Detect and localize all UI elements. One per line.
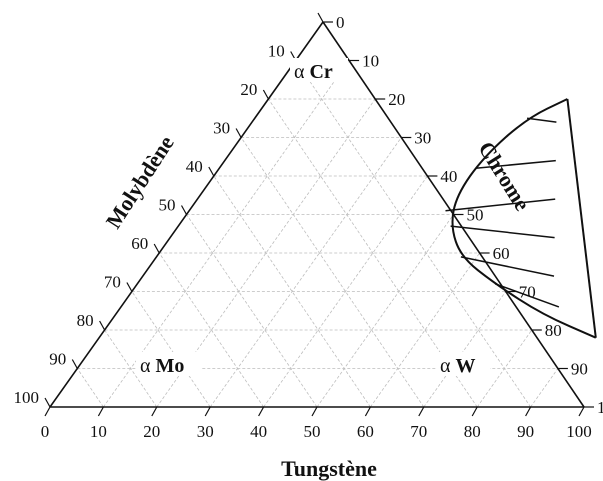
bottom-tick-label: 90 (517, 422, 534, 441)
bottom-tick-label: 50 (304, 422, 321, 441)
tie-line (527, 117, 557, 123)
left-tick-mark (262, 89, 269, 100)
miscibility-gap-outer-boundary (566, 98, 597, 338)
grid-line-molybdenum (131, 291, 211, 408)
phase-label-alpha-cr: α Cr (290, 58, 348, 83)
left-tick-mark (44, 397, 51, 408)
grid-line-molybdenum (213, 175, 371, 408)
left-tick-mark (208, 166, 215, 177)
right-tick-label: 30 (414, 129, 431, 148)
tie-line (460, 256, 555, 277)
grid-line-molybdenum (295, 60, 531, 408)
miscibility-gap-boundary (451, 98, 597, 339)
bottom-tick-label: 80 (464, 422, 481, 441)
grid-line-tungsten (316, 214, 454, 408)
right-tick-label: 10 (362, 52, 379, 71)
bottom-tick-mark (204, 406, 211, 417)
left-tick-mark (317, 12, 324, 23)
bottom-tick-mark (525, 406, 532, 417)
tie-line (450, 225, 555, 239)
tick-labels: 0102030405060708090100100908070605040302… (14, 13, 603, 441)
left-tick-mark (153, 243, 160, 254)
left-axis-title: Molybdène (101, 131, 179, 233)
right-tick-label: 70 (519, 283, 536, 302)
grid-line-molybdenum (186, 214, 318, 408)
left-tick-label: 30 (213, 119, 230, 138)
grid-line-tungsten (423, 291, 507, 408)
phase-label-alpha-mo: α Mo (136, 352, 202, 377)
bottom-tick-mark (311, 406, 318, 417)
right-tick-label: 0 (336, 13, 345, 32)
bottom-tick-label: 20 (143, 422, 160, 441)
grid-line-tungsten (103, 60, 350, 408)
bottom-tick-label: 100 (566, 422, 592, 441)
left-tick-mark (180, 205, 188, 215)
grid-line-molybdenum (76, 368, 104, 408)
ternary-grid (76, 60, 559, 408)
bottom-tick-label: 30 (197, 422, 214, 441)
bottom-tick-mark (471, 406, 478, 417)
bottom-tick-mark (418, 406, 425, 417)
grid-line-tungsten (370, 252, 480, 408)
left-tick-label: 100 (14, 388, 40, 407)
svg-text:α W: α W (440, 355, 475, 377)
phase-greek: α (294, 61, 305, 83)
bottom-tick-mark (97, 406, 104, 417)
bottom-tick-label: 40 (250, 422, 267, 441)
grid-line-molybdenum (240, 137, 425, 408)
svg-text:α Mo: α Mo (140, 355, 184, 377)
left-tick-mark (99, 320, 106, 331)
bottom-tick-label: 60 (357, 422, 374, 441)
bottom-tick-mark (151, 406, 158, 417)
left-tick-mark (126, 282, 133, 292)
right-tick-label: 80 (545, 321, 562, 340)
right-tick-label: 60 (493, 244, 510, 263)
right-tick-label: 90 (571, 360, 588, 379)
left-tick-mark (235, 128, 242, 138)
bottom-tick-mark (364, 406, 371, 417)
bottom-tick-mark (578, 406, 585, 417)
left-tick-label: 90 (49, 350, 66, 369)
right-tick-label: 40 (440, 167, 457, 186)
left-tick-mark (71, 359, 78, 369)
phase-element: Cr (309, 61, 332, 83)
svg-text:α Cr: α Cr (294, 61, 333, 83)
left-tick-label: 10 (268, 42, 285, 61)
bottom-tick-label: 70 (410, 422, 427, 441)
left-tick-label: 20 (240, 80, 257, 99)
bottom-tick-mark (44, 406, 51, 417)
tie-line (475, 159, 556, 170)
left-tick-label: 80 (77, 311, 94, 330)
bottom-tick-label: 0 (41, 422, 50, 441)
phase-element: Mo (155, 355, 184, 377)
grid-line-tungsten (209, 137, 402, 408)
left-tick-label: 60 (131, 234, 148, 253)
right-axis-title: Chrome (473, 137, 535, 215)
bottom-tick-label: 10 (90, 422, 107, 441)
tie-line (445, 198, 556, 212)
phase-label-alpha-w: α W (436, 352, 490, 377)
left-tick-label: 50 (159, 196, 176, 215)
tick-marks (44, 12, 594, 417)
left-tick-label: 70 (104, 273, 121, 292)
bottom-tick-mark (258, 406, 265, 417)
grid-line-molybdenum (158, 252, 264, 408)
right-tick-label: 20 (388, 90, 405, 109)
left-tick-label: 40 (186, 157, 203, 176)
bottom-axis-title: Tungstène (281, 456, 377, 481)
grid-line-molybdenum (104, 329, 158, 408)
grid-line-tungsten (530, 368, 559, 408)
phase-boundary-group (445, 98, 597, 339)
right-tick-label: 50 (467, 206, 484, 225)
right-tick-label: 100 (597, 398, 603, 417)
phase-greek: α (440, 355, 451, 377)
phase-greek: α (140, 355, 151, 377)
tie-line (494, 283, 560, 308)
phase-element: W (455, 355, 475, 377)
